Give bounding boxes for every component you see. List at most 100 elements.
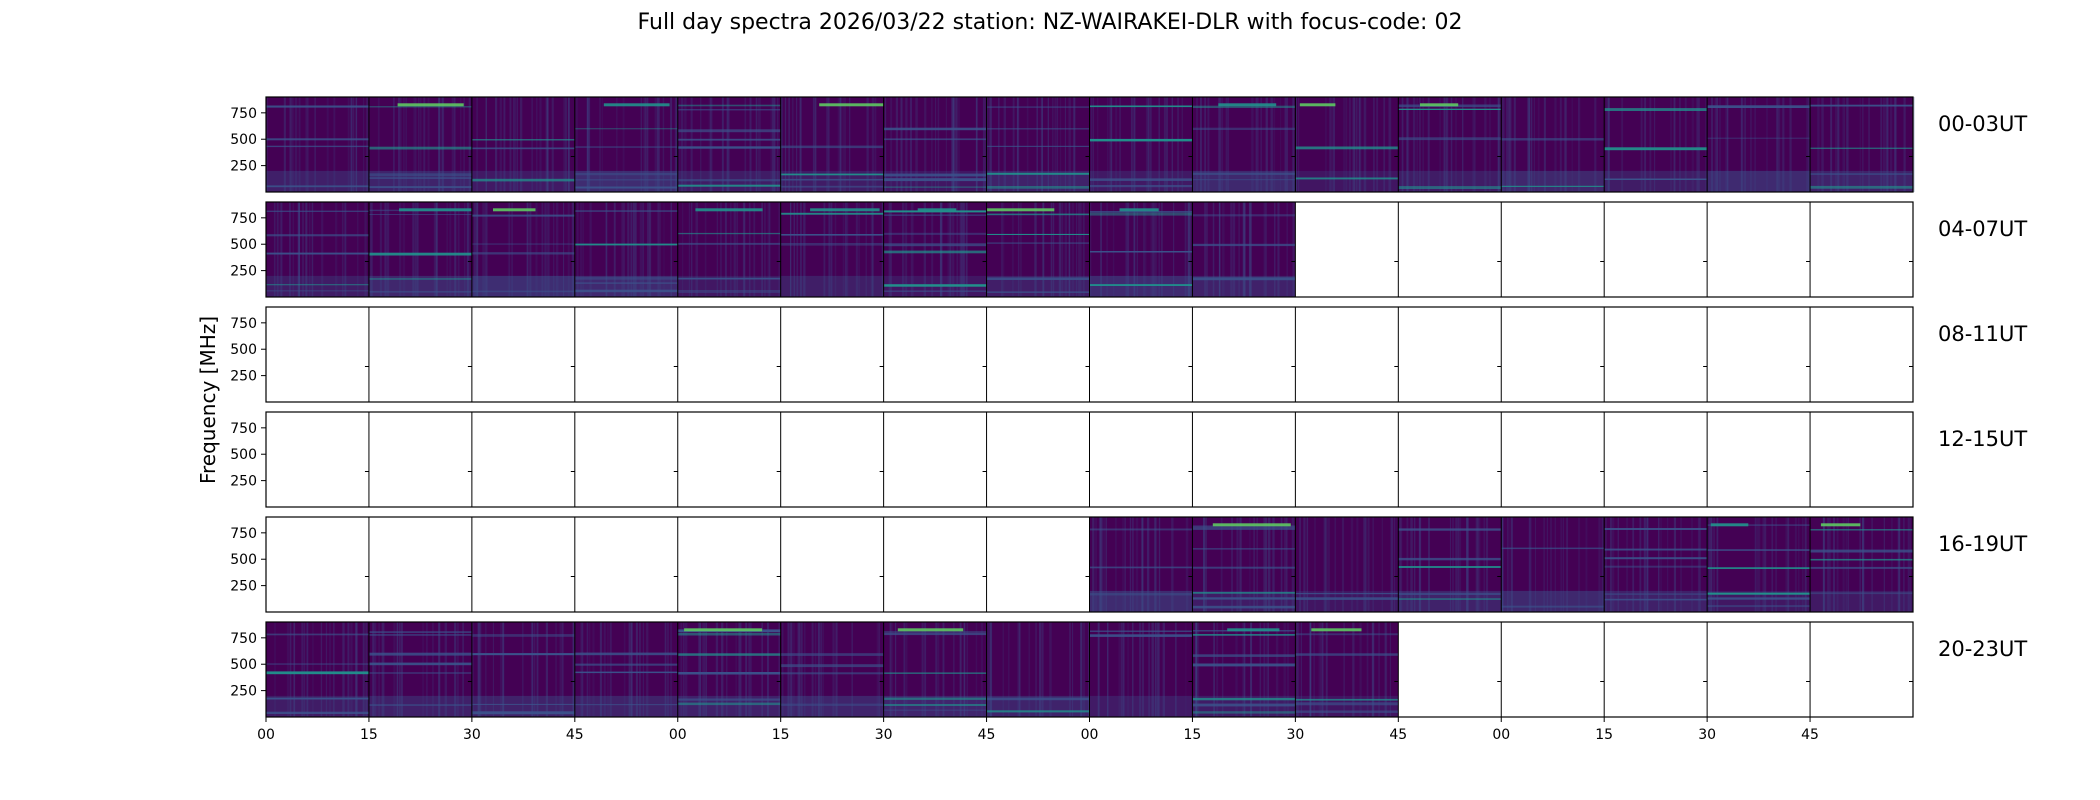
- spectrogram-cell: [1810, 517, 1913, 612]
- spectral-line: [1089, 593, 1193, 596]
- spectrogram-streak: [535, 202, 538, 297]
- spectral-line: [1295, 177, 1399, 180]
- spectrogram-streak: [1845, 517, 1848, 612]
- spectrogram-streak: [1401, 97, 1404, 192]
- spectrogram-streak: [1275, 622, 1279, 717]
- spectrogram-streak: [422, 622, 424, 717]
- spectrogram-streak: [412, 202, 415, 297]
- spectral-line: [1192, 597, 1296, 600]
- spectral-line-bright: [897, 628, 964, 632]
- spectrogram-streak: [1755, 517, 1759, 612]
- spectrogram-streak: [939, 202, 942, 297]
- spectrogram-streak: [1231, 517, 1233, 612]
- spectrogram-streak: [748, 202, 751, 297]
- spectrogram-streak: [814, 97, 817, 192]
- spectral-line: [677, 702, 781, 706]
- spectral-line: [1089, 212, 1193, 216]
- spectrogram-streak: [1658, 517, 1660, 612]
- empty-cell: [1295, 202, 1399, 297]
- spectrogram-cell: [1192, 97, 1296, 192]
- spectral-line: [368, 177, 472, 179]
- spectrogram-streak: [305, 97, 307, 192]
- spectrogram-streak: [698, 622, 701, 717]
- spectrogram-streak: [1776, 97, 1779, 192]
- spectrogram-streak: [1406, 97, 1408, 192]
- spectrogram-streak: [630, 622, 633, 717]
- y-tick-label: 500: [230, 342, 257, 358]
- spectral-line: [266, 663, 369, 665]
- spectrogram-streak: [454, 202, 457, 297]
- spectral-line-bright: [810, 208, 880, 212]
- spectrogram-streak: [1466, 517, 1469, 612]
- spectrogram-streak: [1325, 517, 1328, 612]
- spectrogram-lowband: [1501, 170, 1605, 192]
- spectral-line: [883, 250, 987, 254]
- spectrogram-streak: [800, 202, 802, 297]
- spectrogram-streak: [895, 622, 897, 717]
- spectral-line: [471, 290, 575, 293]
- spectrogram-streak: [1054, 97, 1057, 192]
- spectrogram-streak: [730, 202, 732, 297]
- spectrogram-streak: [1133, 202, 1136, 297]
- spectrogram-streak: [1155, 622, 1157, 717]
- spectrogram-cell: [574, 97, 680, 192]
- spectrogram-cell: [1398, 517, 1504, 612]
- empty-cell: [677, 517, 781, 612]
- spectrogram-streak: [1331, 97, 1334, 192]
- spectrogram-streak: [1827, 517, 1829, 612]
- spectrogram-streak: [350, 97, 352, 192]
- spectrogram-streak: [674, 97, 677, 192]
- spectrogram-streak: [1505, 97, 1508, 192]
- x-tick-label: 45: [566, 727, 584, 743]
- spectrogram-streak: [1333, 97, 1335, 192]
- spectrogram-streak: [301, 622, 303, 717]
- spectrogram-streak: [289, 97, 292, 192]
- spectrogram-streak: [1299, 517, 1301, 612]
- spectrogram-streak: [1507, 517, 1509, 612]
- spectrogram-streak: [935, 97, 937, 192]
- spectrogram-streak: [959, 622, 962, 717]
- spectral-line-bright: [1119, 208, 1159, 212]
- spectral-line: [1398, 592, 1502, 595]
- spectrogram-streak: [1356, 97, 1358, 192]
- empty-cell: [1501, 307, 1605, 402]
- spectrogram-streak: [1195, 622, 1198, 717]
- empty-cell: [1295, 307, 1399, 402]
- spectrogram-streak: [589, 202, 592, 297]
- spectrogram-streak: [276, 202, 278, 297]
- spectrogram-streak: [293, 622, 296, 717]
- spectrogram-streak: [414, 97, 417, 192]
- spectrogram-streak: [1205, 517, 1207, 612]
- spectrogram-streak: [1862, 517, 1864, 612]
- spectrogram-streak: [314, 97, 316, 192]
- spectral-line: [1604, 528, 1708, 530]
- spectrogram-streak: [1511, 517, 1513, 612]
- spectral-line: [574, 146, 678, 148]
- empty-cell: [1192, 412, 1296, 507]
- spectrogram-streak: [667, 622, 669, 717]
- spectrogram-streak: [962, 202, 965, 297]
- spectrogram-streak: [1185, 517, 1189, 612]
- spectrogram-streak: [1325, 97, 1327, 192]
- spectrogram-streak: [571, 202, 575, 297]
- spectrogram-streak: [1052, 97, 1054, 192]
- spectral-line: [1089, 251, 1193, 253]
- spectrogram-streak: [1016, 97, 1019, 192]
- spectral-line-bright: [987, 208, 1055, 212]
- spectrogram-streak: [955, 97, 958, 192]
- spectrogram-streak: [1484, 97, 1487, 192]
- spectrogram-base: [1604, 517, 1708, 612]
- spectrogram-streak: [761, 622, 763, 717]
- spectral-line: [883, 632, 987, 636]
- spectral-line: [574, 663, 678, 666]
- row-label: 16-19UT: [1938, 531, 2028, 556]
- spectrogram-streak: [1363, 97, 1366, 192]
- spectrogram-streak: [416, 202, 419, 297]
- spectrogram-streak: [726, 97, 729, 192]
- spectrogram-base: [883, 622, 987, 717]
- spectral-line: [1707, 137, 1811, 139]
- spectrogram-streak: [1607, 97, 1610, 192]
- spectrogram-streak: [730, 202, 732, 297]
- spectral-line: [1192, 127, 1296, 130]
- spectrogram-streak: [1389, 97, 1392, 192]
